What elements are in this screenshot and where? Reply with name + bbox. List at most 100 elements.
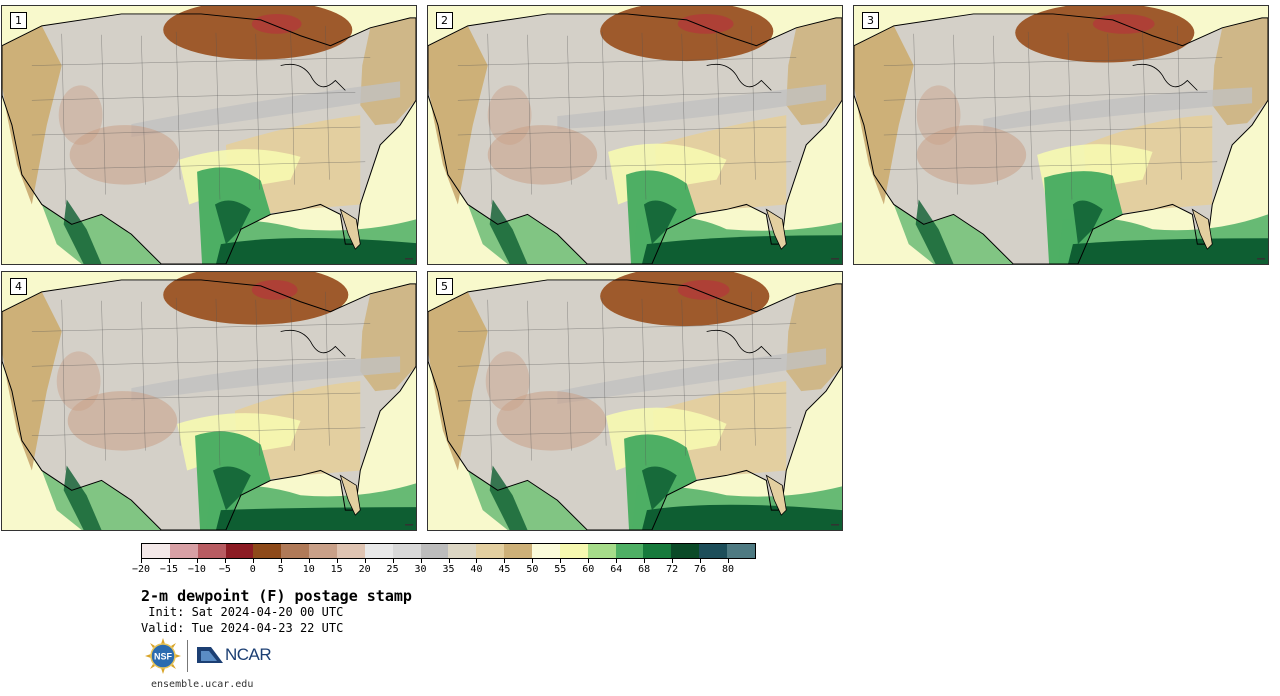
- corner-mark: [1257, 258, 1266, 260]
- colorbar: [141, 543, 756, 559]
- west-coast-moist-zone: [854, 25, 914, 205]
- colorbar-tick-label: −20: [131, 564, 151, 575]
- member-panel-1: 1: [1, 5, 417, 265]
- member-panel-4: 4: [1, 271, 417, 531]
- north-dry-zone: [163, 272, 349, 325]
- colorbar-swatch-17: [615, 544, 644, 558]
- mexico-moist-zone: [467, 470, 588, 530]
- colorbar-swatch-5: [281, 544, 310, 558]
- southwest-dry-patch: [67, 391, 178, 451]
- colorbar-swatch-14: [532, 544, 560, 558]
- colorbar-swatch-1: [169, 544, 198, 558]
- colorbar-tick: [196, 559, 198, 563]
- dewpoint-map: [2, 6, 416, 264]
- colorbar-tick-label: 60: [582, 564, 595, 575]
- colorbar-tick-label: 80: [722, 564, 735, 575]
- colorbar-tick-label: 5: [277, 564, 284, 575]
- texas-moist-core: [214, 200, 251, 245]
- sierra-madre-zone: [63, 465, 102, 530]
- colorbar-tick: [336, 559, 338, 563]
- colorbar-tick-label: 68: [638, 564, 651, 575]
- colorbar-tick: [308, 559, 310, 563]
- member-number-label: 3: [862, 12, 879, 29]
- member-panel-5: 5: [427, 271, 843, 531]
- colorbar-tick: [672, 559, 674, 563]
- texas-moist-core: [1072, 200, 1103, 245]
- very-dry-core: [677, 279, 730, 300]
- west-coast-moist-zone: [2, 291, 62, 471]
- state-borders: [457, 291, 797, 471]
- colorbar-swatch-2: [197, 544, 226, 558]
- intermountain-patch: [58, 85, 103, 145]
- southwest-dry-patch: [69, 125, 180, 185]
- southwest-dry-patch: [496, 391, 607, 451]
- great-lakes-outline: [280, 63, 346, 91]
- colorbar-swatch-0: [142, 544, 170, 558]
- midwest-band: [983, 87, 1253, 133]
- colorbar-tick-label: 20: [358, 564, 371, 575]
- colorbar-tick-label: −15: [159, 564, 178, 575]
- coastline: [428, 13, 842, 264]
- colorbar-tick: [392, 559, 394, 563]
- texas-moist-core: [641, 466, 677, 511]
- texas-moist-core: [212, 466, 251, 511]
- coastline: [854, 13, 1268, 264]
- intermountain-patch: [485, 351, 530, 411]
- colorbar-tick-label: 72: [666, 564, 679, 575]
- southwest-dry-patch: [487, 125, 598, 185]
- sierra-madre-zone: [63, 199, 102, 264]
- very-dry-core: [251, 279, 298, 300]
- sierra-madre-zone: [489, 199, 528, 264]
- ncar-mark-icon: [197, 647, 223, 663]
- logo-divider: [187, 640, 188, 672]
- colorbar-tick: [644, 559, 646, 563]
- colorbar-tick: [252, 559, 254, 563]
- corner-mark: [831, 258, 840, 260]
- mexico-moist-zone: [893, 204, 1014, 264]
- west-coast-moist-zone: [428, 25, 488, 205]
- florida-peninsula: [765, 474, 787, 516]
- midwest-band: [131, 356, 401, 401]
- colorbar-tick-label: −5: [218, 564, 231, 575]
- coastline: [2, 13, 416, 264]
- member-number-label: 5: [436, 278, 453, 295]
- colorbar-swatch-8: [364, 544, 393, 558]
- gulf-very-moist: [641, 235, 842, 264]
- colorbar-tick-label: 76: [694, 564, 707, 575]
- coastline: [428, 279, 842, 530]
- colorbar-tick: [588, 559, 590, 563]
- colorbar-tick-label: 35: [442, 564, 455, 575]
- colorbar-tick: [420, 559, 422, 563]
- dewpoint-map: [2, 272, 416, 530]
- florida-peninsula: [765, 208, 787, 250]
- figure-title: 2-m dewpoint (F) postage stamp: [141, 587, 412, 605]
- member-number-label: 1: [10, 12, 27, 29]
- intermountain-patch: [56, 351, 101, 411]
- state-borders: [31, 291, 371, 471]
- colorbar-tick: [448, 559, 450, 563]
- colorbar-tick-label: 40: [470, 564, 483, 575]
- colorbar-tick-label: 10: [302, 564, 315, 575]
- corner-mark: [405, 524, 414, 526]
- colorbar-tick-label: 0: [249, 564, 256, 575]
- colorbar-swatch-16: [587, 544, 616, 558]
- colorbar-tick-label: 50: [526, 564, 539, 575]
- colorbar-swatch-3: [225, 544, 254, 558]
- website-url: ensemble.ucar.edu: [151, 679, 254, 690]
- great-lakes-outline: [280, 329, 346, 357]
- state-borders: [457, 25, 797, 205]
- very-dry-core: [251, 13, 302, 34]
- southwest-dry-patch: [916, 125, 1027, 185]
- member-number-label: 2: [436, 12, 453, 29]
- colorbar-swatch-4: [253, 544, 282, 558]
- colorbar-tick: [224, 559, 226, 563]
- dewpoint-map: [428, 272, 842, 530]
- colorbar-tick: [504, 559, 506, 563]
- colorbar-tick-label: 25: [386, 564, 399, 575]
- svg-text:NSF: NSF: [154, 652, 173, 662]
- init-time: Init: Sat 2024-04-20 00 UTC: [141, 605, 344, 619]
- colorbar-tick-label: 45: [498, 564, 511, 575]
- west-coast-moist-zone: [428, 291, 488, 471]
- colorbar-ticks: −20 −15 −10 −5 0 5 10 15 20 25 30 35 40 45 50 55 60 64 68 7…: [132, 559, 756, 579]
- sierra-madre-zone: [915, 199, 954, 264]
